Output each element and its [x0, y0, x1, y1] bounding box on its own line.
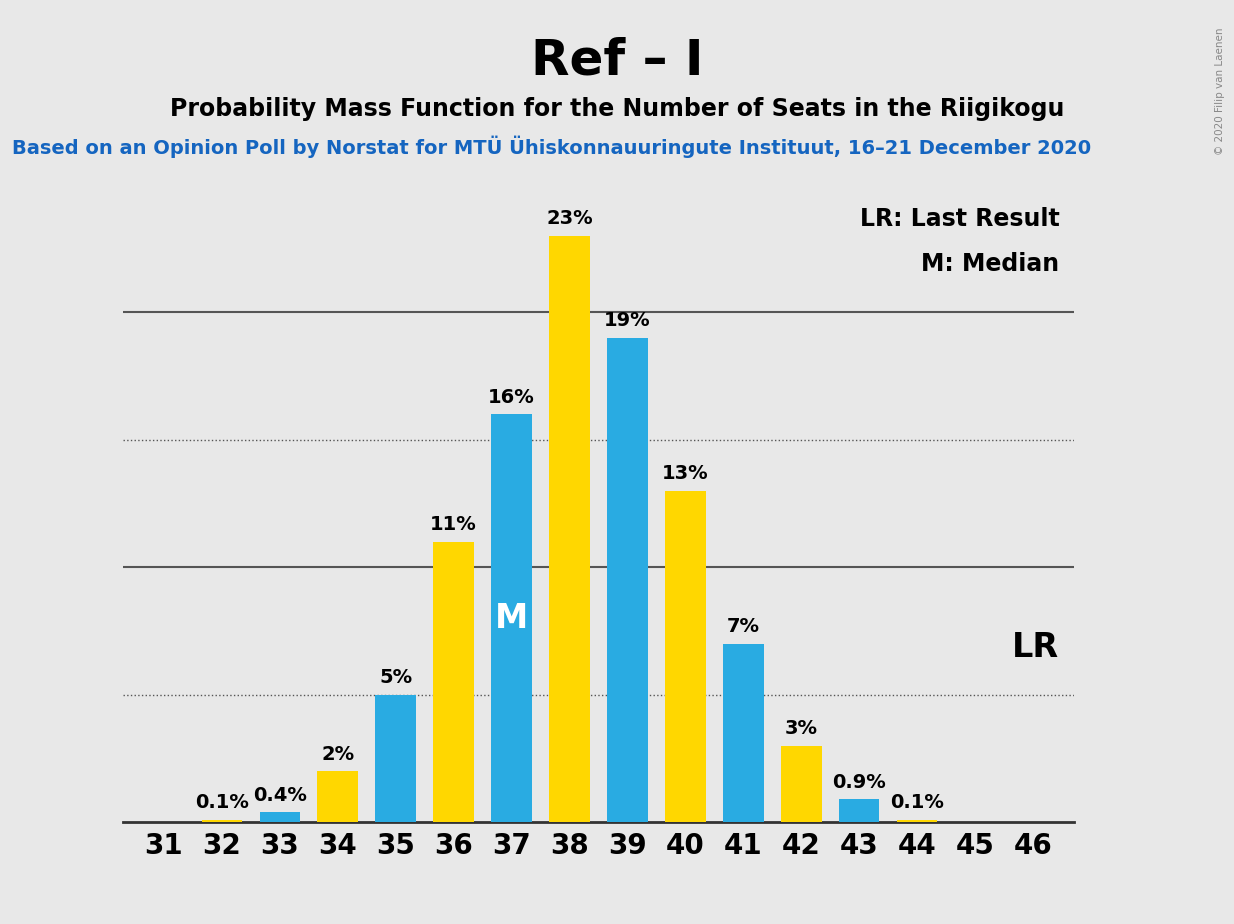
Bar [201, 820, 242, 822]
Text: Probability Mass Function for the Number of Seats in the Riigikogu: Probability Mass Function for the Number… [170, 97, 1064, 121]
Text: 23%: 23% [547, 209, 592, 228]
Text: 16%: 16% [489, 388, 536, 407]
Bar [897, 820, 938, 822]
Text: 0.1%: 0.1% [890, 793, 944, 812]
Bar [259, 812, 300, 822]
Text: Based on an Opinion Poll by Norstat for MTÜ Ühiskonnauuringute Instituut, 16–21 : Based on an Opinion Poll by Norstat for … [12, 136, 1091, 158]
Bar [839, 799, 880, 822]
Text: M: M [495, 602, 528, 635]
Text: 5%: 5% [379, 668, 412, 687]
Bar [491, 414, 532, 822]
Bar [375, 695, 416, 822]
Text: M: Median: M: Median [922, 251, 1059, 275]
Bar [723, 644, 764, 822]
Text: 3%: 3% [785, 719, 818, 738]
Text: 0.1%: 0.1% [195, 793, 249, 812]
Text: Ref – I: Ref – I [531, 37, 703, 85]
Bar [549, 236, 590, 822]
Text: 11%: 11% [431, 516, 478, 534]
Text: 0.4%: 0.4% [253, 785, 307, 805]
Text: 7%: 7% [727, 617, 760, 637]
Text: © 2020 Filip van Laenen: © 2020 Filip van Laenen [1215, 28, 1225, 155]
Bar [607, 338, 648, 822]
Text: 13%: 13% [663, 464, 708, 483]
Text: 2%: 2% [321, 745, 354, 764]
Bar [665, 491, 706, 822]
Text: LR: Last Result: LR: Last Result [860, 207, 1059, 231]
Text: LR: LR [1012, 631, 1059, 664]
Bar [781, 746, 822, 822]
Text: 19%: 19% [605, 311, 650, 330]
Bar [433, 541, 474, 822]
Bar [317, 772, 358, 822]
Text: 0.9%: 0.9% [833, 772, 886, 792]
